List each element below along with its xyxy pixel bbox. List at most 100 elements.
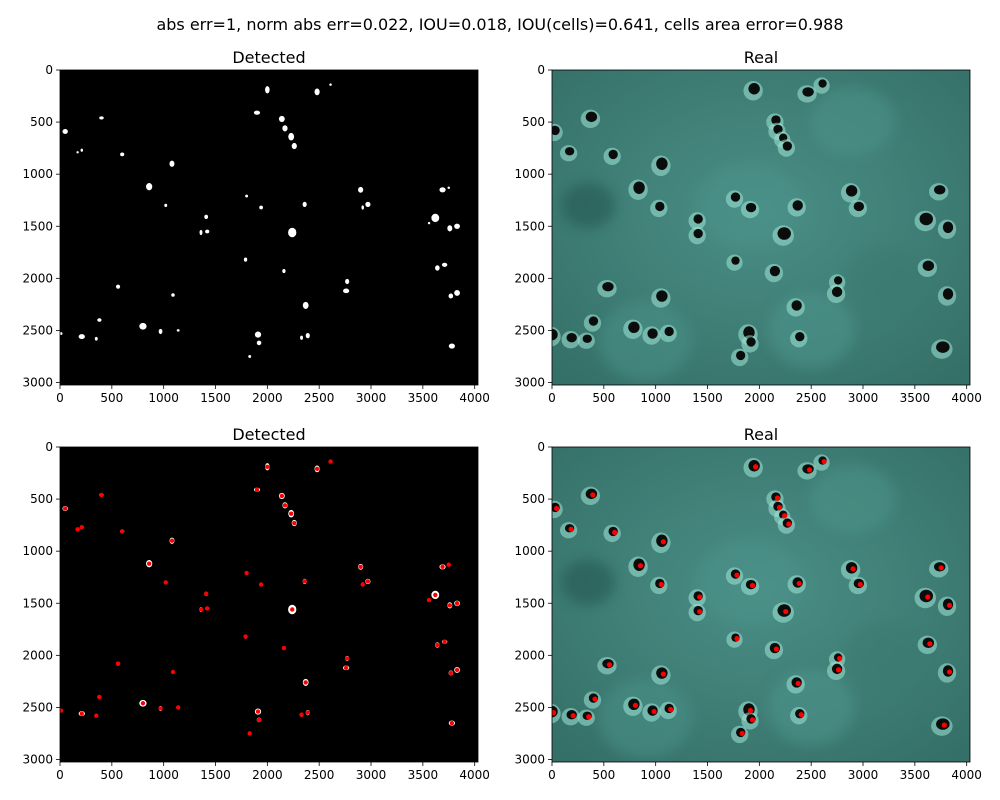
cell — [582, 334, 592, 343]
detection-marker — [454, 667, 460, 673]
cell — [633, 181, 645, 194]
cell — [777, 227, 791, 240]
mask-blob — [361, 205, 364, 210]
mask-blob — [278, 115, 285, 123]
detection-marker — [821, 458, 827, 465]
mask-blob — [256, 340, 262, 346]
cell — [664, 326, 674, 337]
mask-background — [60, 70, 478, 385]
detection-marker — [433, 592, 438, 598]
detection-marker — [426, 597, 432, 603]
y-tick-label: 2000 — [22, 271, 53, 285]
photo-texture — [844, 622, 924, 689]
detection-marker — [120, 529, 125, 534]
mask-blob — [139, 322, 147, 330]
detection-marker — [62, 506, 68, 511]
y-tick-label: 1000 — [514, 167, 545, 181]
detection-marker — [612, 529, 618, 535]
mask-blob — [115, 284, 121, 289]
detection-marker — [256, 717, 262, 723]
x-tick-label: 1500 — [200, 768, 231, 782]
photo-texture — [767, 669, 855, 745]
y-tick-label: 0 — [45, 63, 53, 77]
detection-marker — [94, 713, 99, 718]
detection-marker — [435, 642, 440, 648]
mask-blob — [99, 116, 104, 120]
mask-blob — [447, 225, 453, 232]
panel-title: Detected — [232, 425, 305, 444]
image-area — [552, 70, 970, 385]
cell — [585, 111, 598, 123]
detection-marker — [303, 680, 308, 685]
detection-marker — [570, 713, 576, 719]
detection-marker — [747, 707, 754, 714]
detection-marker — [927, 641, 933, 647]
detection-marker — [254, 487, 260, 492]
x-tick-label: 3000 — [356, 391, 387, 405]
mask-blob — [358, 186, 364, 193]
cell — [942, 221, 954, 234]
detection-marker — [857, 581, 863, 588]
y-tick-label: 2500 — [22, 700, 53, 714]
detection-marker — [97, 694, 102, 700]
mask-blob — [76, 151, 79, 154]
cell — [656, 157, 668, 170]
cell — [731, 256, 740, 265]
y-tick-label: 1000 — [22, 167, 53, 181]
detection-marker — [243, 634, 248, 639]
panel-1: Detected 0 500 1000 1500 2000 2500 3000 3500 4000… — [22, 48, 490, 405]
x-tick-label: 0 — [56, 768, 64, 782]
detection-marker — [302, 579, 307, 584]
cell — [791, 300, 802, 311]
cell — [802, 87, 814, 97]
x-tick-label: 500 — [100, 391, 123, 405]
y-tick-label: 1500 — [22, 596, 53, 610]
photo-texture — [561, 182, 616, 229]
mask-blob — [288, 227, 297, 238]
x-tick-label: 3500 — [408, 768, 439, 782]
photo-texture — [844, 245, 924, 312]
x-tick-label: 500 — [592, 768, 615, 782]
x-tick-label: 3000 — [848, 768, 879, 782]
x-tick-label: 0 — [548, 768, 556, 782]
panel-2: Real 0 500 1000 1500 2000 2500 3000 3500 4000 0 500… — [514, 48, 982, 405]
detection-marker — [140, 701, 146, 706]
mask-blob — [288, 132, 295, 141]
detection-marker — [305, 710, 310, 715]
x-tick-label: 1500 — [200, 391, 231, 405]
photo-texture — [561, 559, 616, 606]
mask-background — [60, 447, 478, 762]
detection-marker — [753, 464, 759, 470]
y-tick-label: 3000 — [514, 376, 545, 390]
detection-marker — [328, 459, 333, 464]
detection-marker — [552, 709, 557, 716]
mask-blob — [282, 268, 286, 274]
y-tick-label: 3000 — [22, 376, 53, 390]
mask-blob — [78, 334, 85, 340]
detection-marker — [586, 714, 592, 720]
detection-marker — [344, 656, 350, 661]
detection-marker — [850, 566, 856, 572]
y-tick-label: 1000 — [22, 544, 53, 558]
detection-marker — [925, 594, 931, 600]
x-tick-label: 0 — [548, 391, 556, 405]
y-tick-label: 1500 — [22, 219, 53, 233]
cell — [853, 201, 865, 212]
detection-marker — [75, 527, 80, 532]
x-tick-label: 1000 — [148, 391, 179, 405]
detection-marker — [281, 645, 287, 651]
detection-marker — [343, 665, 349, 671]
detection-marker — [568, 526, 574, 532]
y-tick-label: 3000 — [22, 753, 53, 767]
panel-3: Detected 0 500 1000 1500 2000 2500 3000 3500 4000… — [22, 425, 490, 782]
figure-suptitle: abs err=1, norm abs err=0.022, IOU=0.018… — [156, 15, 843, 34]
detection-marker — [449, 720, 455, 726]
x-tick-label: 2000 — [252, 768, 283, 782]
detection-marker — [169, 538, 175, 543]
y-tick-label: 0 — [537, 63, 545, 77]
detection-marker — [290, 607, 295, 612]
x-tick-label: 2000 — [252, 391, 283, 405]
mask-blob — [291, 142, 297, 150]
x-tick-label: 3500 — [900, 391, 931, 405]
